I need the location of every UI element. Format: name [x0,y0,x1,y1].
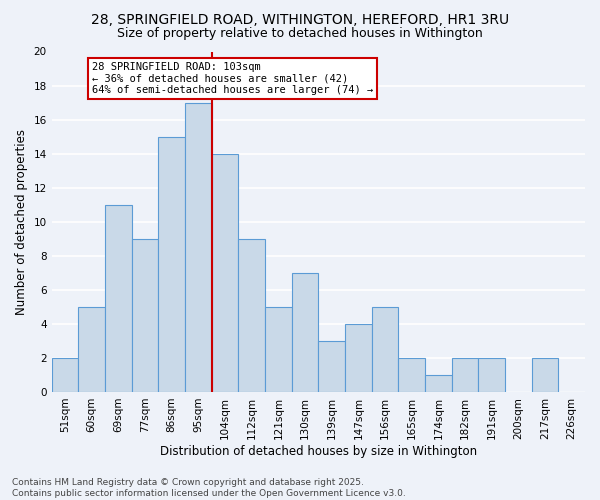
Bar [265,307,292,392]
Bar [185,102,212,392]
Bar [105,204,131,392]
Bar [292,273,319,392]
Bar [212,154,238,392]
Bar [345,324,371,392]
Text: 28, SPRINGFIELD ROAD, WITHINGTON, HEREFORD, HR1 3RU: 28, SPRINGFIELD ROAD, WITHINGTON, HEREFO… [91,12,509,26]
Text: Contains HM Land Registry data © Crown copyright and database right 2025.
Contai: Contains HM Land Registry data © Crown c… [12,478,406,498]
Bar [371,307,398,392]
Text: 28 SPRINGFIELD ROAD: 103sqm
← 36% of detached houses are smaller (42)
64% of sem: 28 SPRINGFIELD ROAD: 103sqm ← 36% of det… [92,62,373,95]
Bar [131,239,158,392]
X-axis label: Distribution of detached houses by size in Withington: Distribution of detached houses by size … [160,444,477,458]
Bar [52,358,79,392]
Bar [398,358,425,392]
Bar [478,358,505,392]
Bar [319,341,345,392]
Bar [532,358,559,392]
Bar [158,136,185,392]
Bar [425,375,452,392]
Bar [238,239,265,392]
Text: Size of property relative to detached houses in Withington: Size of property relative to detached ho… [117,28,483,40]
Bar [79,307,105,392]
Y-axis label: Number of detached properties: Number of detached properties [15,128,28,314]
Bar [452,358,478,392]
